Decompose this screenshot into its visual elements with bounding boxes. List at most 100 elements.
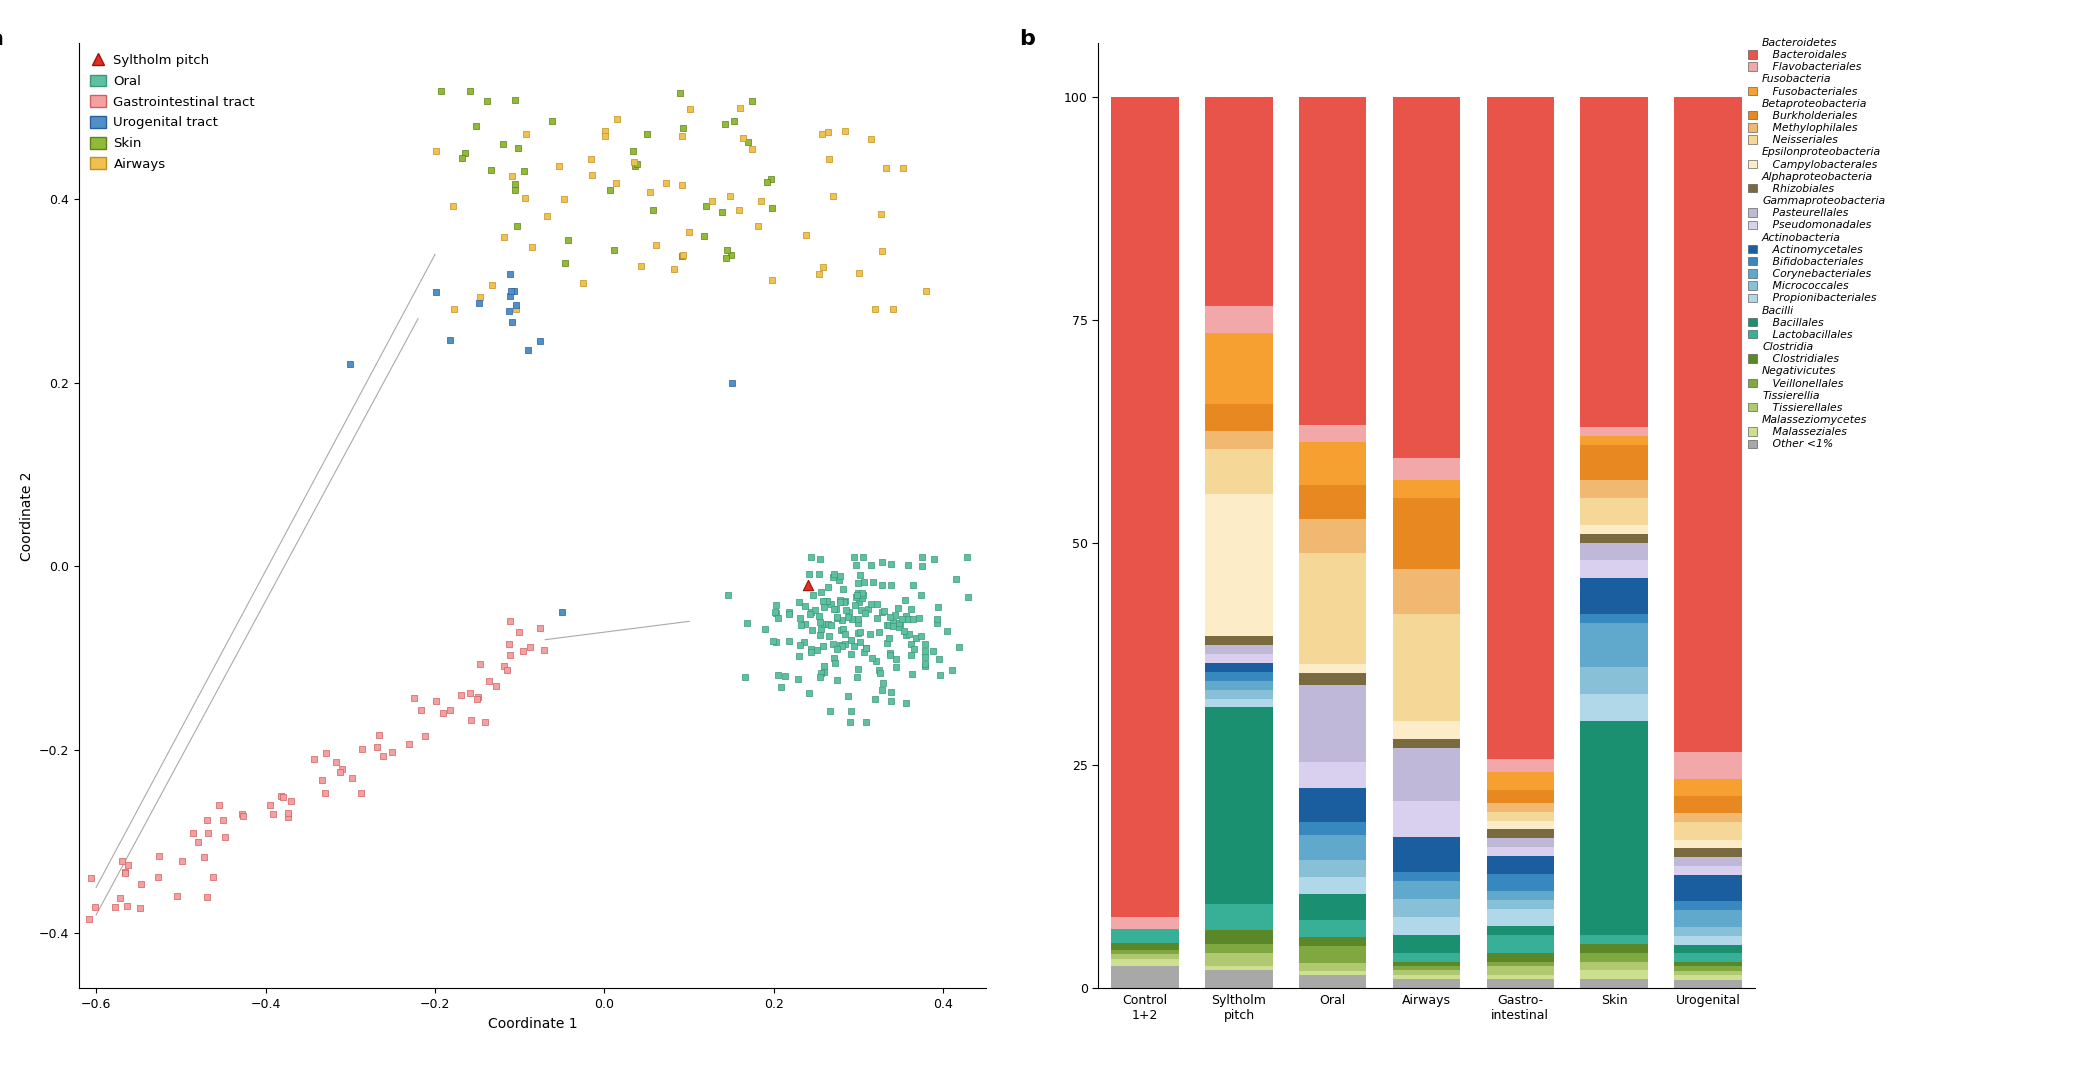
Point [840, 668, 873, 685]
Bar [1580, 480, 1648, 498]
Point [863, 661, 896, 679]
Point [192, 824, 225, 842]
Point [807, 598, 840, 616]
Point [884, 616, 917, 633]
Bar [1673, 839, 1742, 848]
Point [548, 190, 581, 207]
Point [921, 598, 954, 616]
Bar [1580, 498, 1648, 525]
Bar [1673, 866, 1742, 874]
Bar [1392, 721, 1461, 738]
Bar [1580, 622, 1648, 668]
Bar [1205, 971, 1273, 988]
Bar [1580, 971, 1648, 980]
Point [894, 666, 927, 683]
Point [817, 635, 850, 653]
Bar [1205, 672, 1273, 681]
Point [825, 611, 859, 629]
Bar [1673, 901, 1742, 910]
Point [754, 199, 788, 216]
Point [323, 762, 356, 780]
Point [892, 610, 925, 628]
Point [842, 573, 875, 591]
Bar [1580, 533, 1648, 543]
Point [794, 604, 827, 621]
Point [842, 660, 875, 678]
Point [861, 595, 894, 613]
Bar [1392, 801, 1461, 836]
Point [759, 604, 792, 621]
Point [98, 898, 131, 915]
Point [923, 666, 957, 683]
Point [867, 603, 900, 620]
Point [665, 176, 698, 193]
Bar [1298, 442, 1367, 485]
Bar [1580, 543, 1648, 560]
Bar [1486, 952, 1555, 962]
Point [523, 620, 556, 637]
Point [717, 112, 750, 129]
Point [921, 651, 954, 668]
Bar [1486, 873, 1555, 892]
Point [798, 601, 832, 618]
Point [104, 889, 138, 907]
Bar [1298, 920, 1367, 937]
Point [709, 115, 742, 132]
Point [804, 125, 838, 142]
Point [886, 610, 919, 628]
Point [892, 556, 925, 573]
Point [75, 870, 108, 887]
Point [465, 288, 498, 305]
Point [877, 617, 911, 634]
Point [842, 584, 875, 602]
Bar [1298, 877, 1367, 895]
Point [846, 584, 879, 602]
Bar [1580, 427, 1648, 435]
Bar [1580, 435, 1648, 444]
Point [807, 258, 840, 276]
Bar [1392, 971, 1461, 975]
Point [298, 750, 331, 768]
Point [917, 550, 950, 567]
Bar [1673, 910, 1742, 927]
Point [761, 666, 794, 683]
Point [846, 586, 879, 604]
Point [711, 250, 744, 267]
Point [823, 571, 857, 589]
Point [894, 635, 927, 653]
Bar [1486, 926, 1555, 935]
Point [844, 633, 877, 651]
Point [506, 642, 540, 659]
Point [794, 605, 827, 622]
Point [802, 565, 836, 582]
Point [206, 811, 240, 829]
Point [711, 586, 744, 604]
Point [871, 634, 904, 652]
Point [271, 805, 304, 822]
Bar [1298, 519, 1367, 553]
Point [475, 276, 508, 293]
Point [496, 314, 529, 331]
Bar [1486, 772, 1555, 790]
Point [882, 614, 915, 631]
Point [515, 238, 548, 255]
Bar [1205, 707, 1273, 904]
Point [511, 341, 544, 358]
Point [617, 153, 650, 171]
Bar [1392, 899, 1461, 917]
Point [427, 705, 461, 722]
Point [623, 257, 656, 275]
Point [840, 586, 873, 604]
Point [888, 591, 921, 608]
Point [873, 616, 907, 633]
Point [536, 113, 569, 130]
Point [333, 356, 367, 374]
Bar [1580, 97, 1648, 427]
Point [819, 671, 852, 689]
Bar [1111, 917, 1180, 930]
Point [813, 703, 846, 720]
Bar [1486, 900, 1555, 909]
Bar [1205, 931, 1273, 944]
Point [567, 274, 600, 291]
Point [848, 639, 882, 656]
